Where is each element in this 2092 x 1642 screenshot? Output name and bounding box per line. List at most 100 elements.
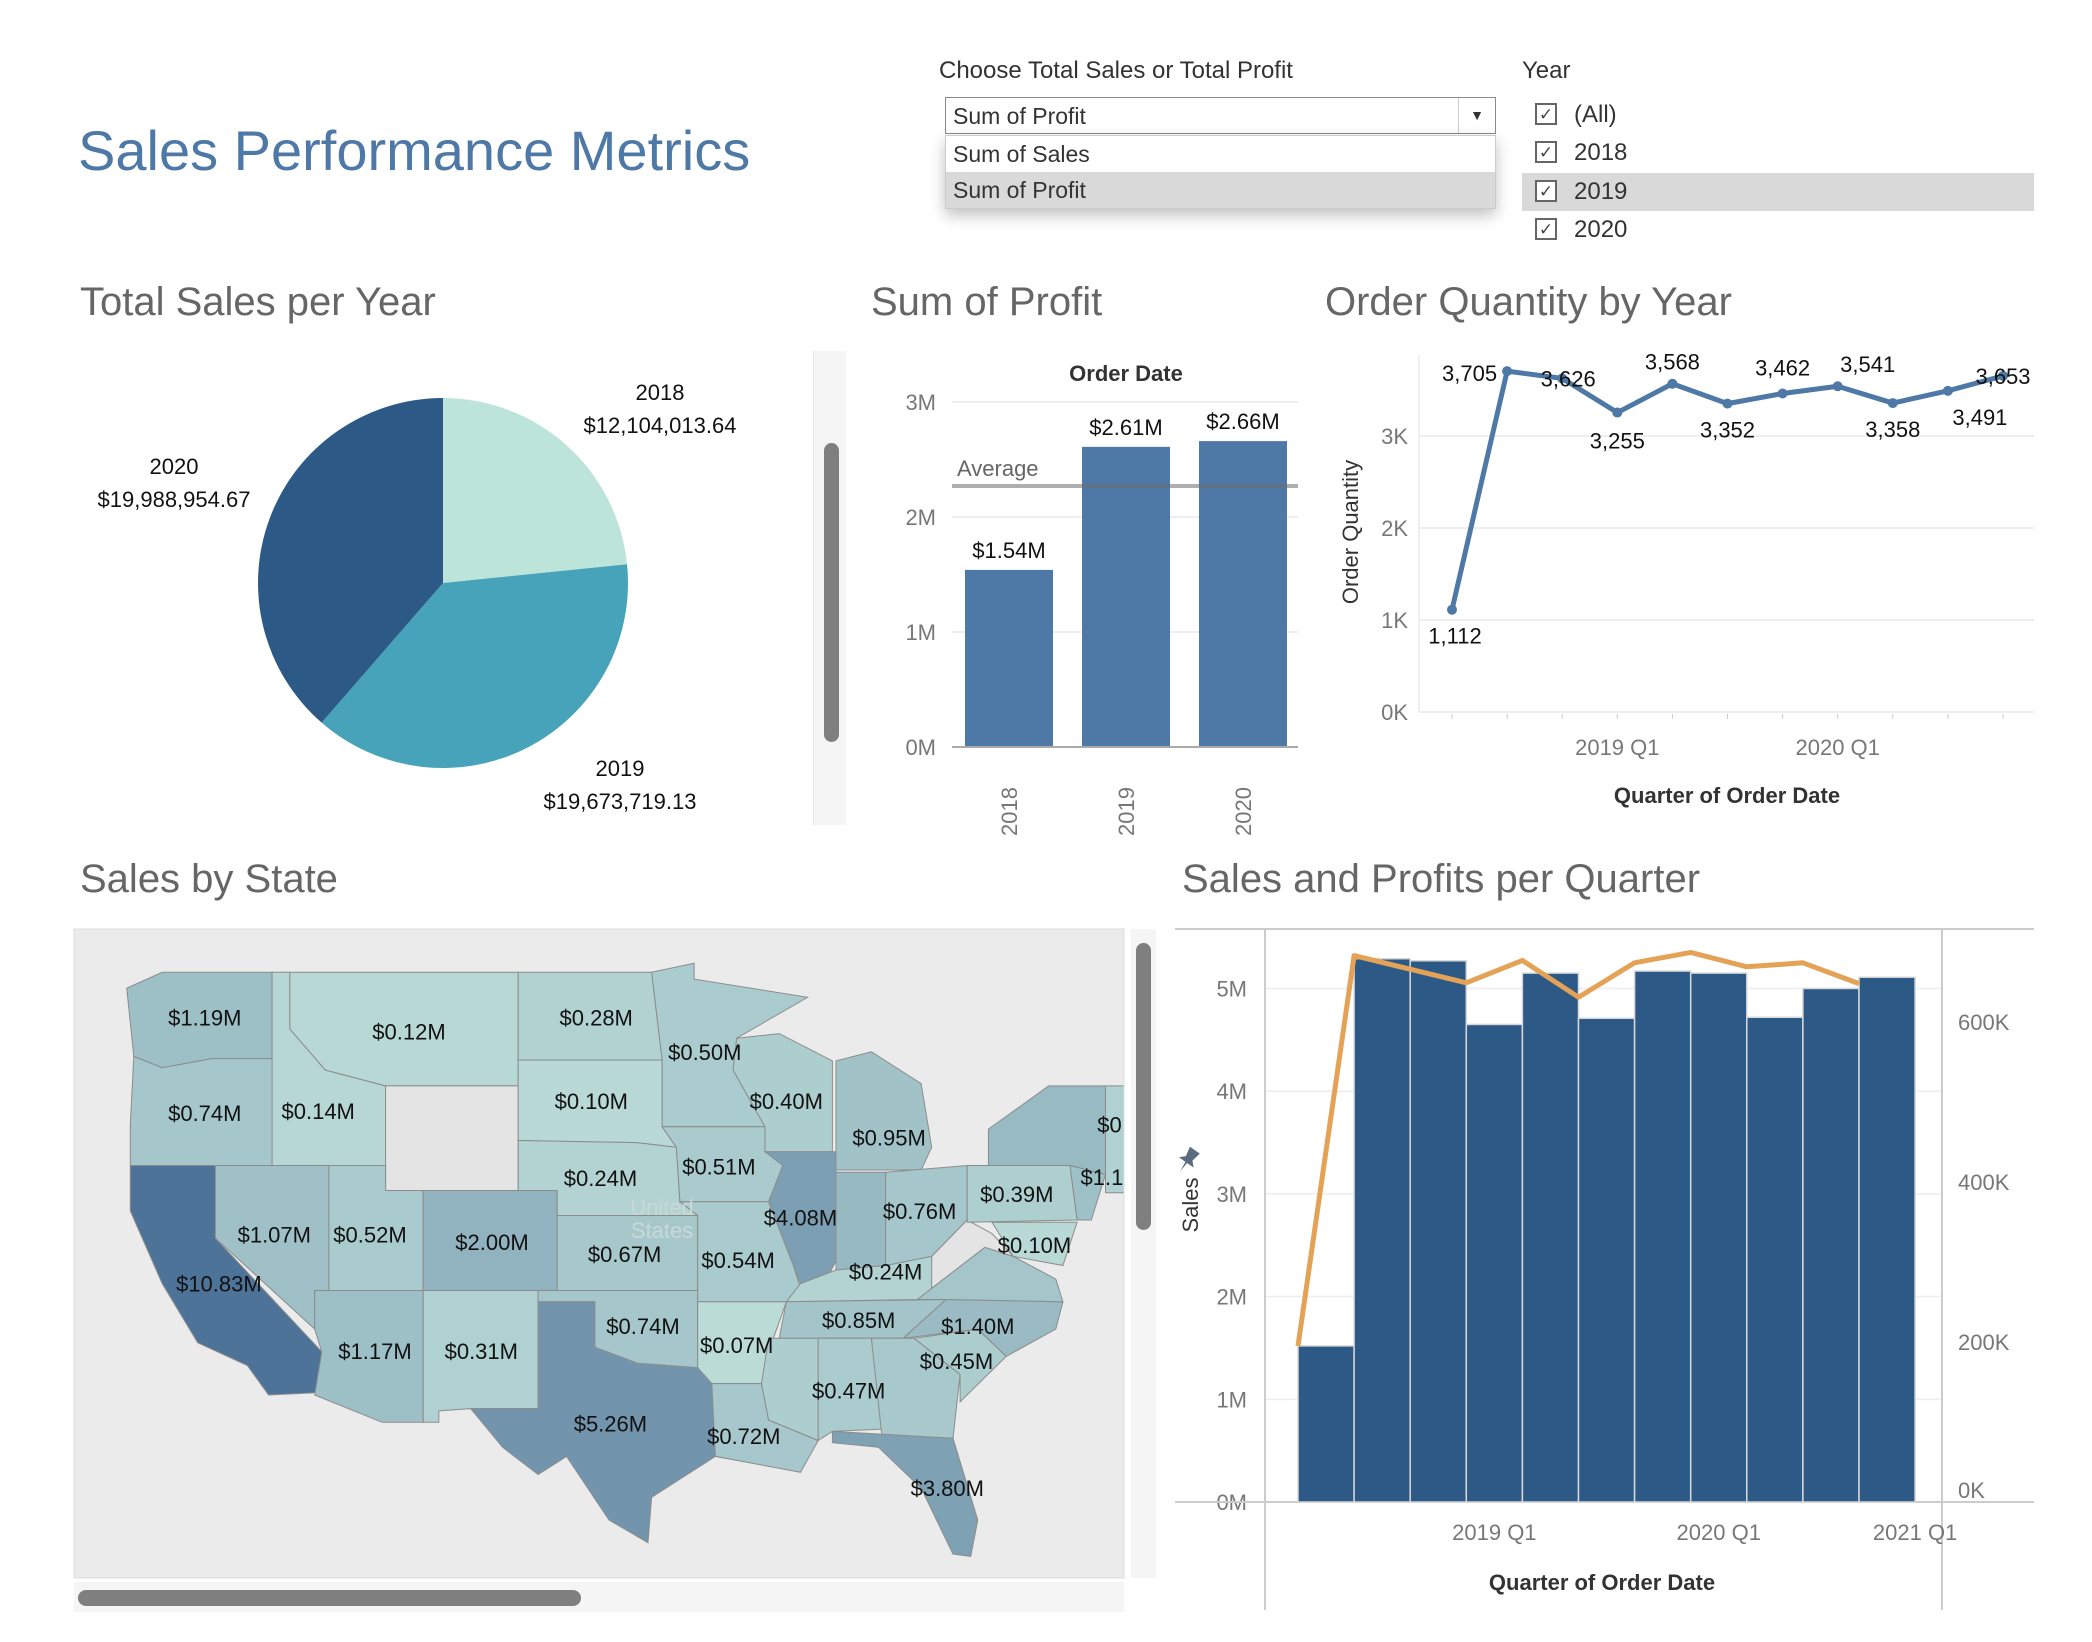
point-value-label: 1,112 xyxy=(1428,624,1481,649)
y-tick-label: 0M xyxy=(905,735,936,760)
combo-chart-title: Sales and Profits per Quarter xyxy=(1182,857,1701,901)
option-sum-of-sales[interactable]: Sum of Sales xyxy=(953,141,1090,167)
checkbox-checked-icon[interactable]: ✓ xyxy=(1535,218,1557,240)
state-sales-label: $0.10M xyxy=(998,1233,1071,1258)
state-shape xyxy=(1069,1164,1107,1221)
point-value-label: 3,568 xyxy=(1645,350,1700,375)
sales-bar-2020-Q4 xyxy=(1858,976,1916,1503)
map-vscroll-thumb[interactable] xyxy=(1136,943,1151,1230)
combo-y-title: Sales xyxy=(1178,1177,1203,1232)
order-quantity-point xyxy=(1667,378,1678,389)
x-tick-label: 2018 xyxy=(997,787,1022,836)
pie-slice-2020 xyxy=(258,398,443,723)
state-sales-label: $1.07M xyxy=(238,1223,311,1248)
profit-scrollbar-thumb[interactable] xyxy=(824,443,839,742)
pie-label-year: 2020 xyxy=(150,454,199,479)
state-sales-label: $0.85M xyxy=(822,1308,895,1333)
state-sales-label: $0.28M xyxy=(560,1006,633,1031)
order-quantity-point xyxy=(1777,388,1788,399)
profit-x-header: Order Date xyxy=(1069,361,1183,386)
pie-label-year: 2018 xyxy=(636,380,685,405)
right-y-tick-label: 600K xyxy=(1958,1010,2010,1035)
state-sales-label: $4.08M xyxy=(764,1206,837,1231)
state-shapes xyxy=(126,962,1124,1557)
measure-dropdown[interactable]: Sum of Profit ▼ xyxy=(945,97,1496,134)
profit-bar-2020 xyxy=(1199,441,1287,747)
map-watermark: United xyxy=(630,1195,694,1220)
right-y-tick-label: 400K xyxy=(1958,1170,2010,1195)
profit-chart-title: Sum of Profit xyxy=(871,280,1103,324)
checkbox-checked-icon[interactable]: ✓ xyxy=(1535,103,1557,125)
left-y-tick-label: 5M xyxy=(1216,977,1247,1002)
sales-bar-2018-Q2 xyxy=(1297,1345,1355,1503)
pie-label-2020: 2020 $19,988,954.67 xyxy=(98,454,251,512)
x-tick-label: 2019 Q1 xyxy=(1452,1520,1536,1545)
x-tick-label: 2020 xyxy=(1231,787,1256,836)
option-sum-of-profit[interactable]: Sum of Profit xyxy=(946,172,1495,208)
sales-bar-2020-Q3 xyxy=(1802,987,1860,1503)
year-filter-item-2018[interactable]: ✓ 2018 xyxy=(1522,134,2034,172)
pie-slice-2019 xyxy=(321,564,628,768)
state-sales-label: $0.51M xyxy=(682,1154,755,1179)
profit-bar-2018 xyxy=(965,569,1053,747)
sales-bar-2018-Q4 xyxy=(1409,960,1468,1503)
map-hscroll-thumb[interactable] xyxy=(78,1590,581,1606)
year-filter-label: Year xyxy=(1522,57,1571,84)
order-quantity-line-chart: 0K 1K 2K 3K 2019 Q1 2020 Q1 1,112 3,705 3,626 3,2… xyxy=(1381,350,2034,760)
order-quantity-point xyxy=(1998,370,2008,381)
sales-bar-2019-Q1 xyxy=(1465,1023,1524,1503)
year-filter-item-all[interactable]: ✓ (All) xyxy=(1522,96,2034,134)
measure-selector-label: Choose Total Sales or Total Profit xyxy=(939,57,1293,84)
bar-value-label: $2.61M xyxy=(1089,415,1162,440)
x-tick-label: 2019 Q1 xyxy=(1575,735,1659,760)
state-sales-label: $10.83M xyxy=(176,1272,262,1297)
year-filter-item-label: 2020 xyxy=(1574,216,1628,243)
y-tick-label: 0K xyxy=(1381,700,1408,725)
map-title: Sales by State xyxy=(80,857,338,901)
state-sales-label: $0.24M xyxy=(849,1259,922,1284)
state-sales-label: $1.40M xyxy=(941,1314,1014,1339)
y-tick-label: 1K xyxy=(1381,608,1408,633)
chevron-down-icon[interactable]: ▼ xyxy=(1458,98,1495,133)
state-sales-label: $1.17M xyxy=(338,1339,411,1364)
pin-icon[interactable] xyxy=(1173,1145,1203,1177)
order-quantity-y-title: Order Quantity xyxy=(1338,460,1363,604)
year-filter-item-2020[interactable]: ✓ 2020 xyxy=(1522,211,2034,249)
state-shape xyxy=(835,1171,887,1271)
left-y-tick-label: 2M xyxy=(1216,1285,1247,1310)
state-sales-label: $1.19M xyxy=(168,1006,241,1031)
order-quantity-point xyxy=(1557,373,1568,384)
state-sales-label: $0.24M xyxy=(564,1166,637,1191)
state-shape xyxy=(760,1337,819,1442)
y-tick-label: 3K xyxy=(1381,424,1408,449)
y-tick-label: 2M xyxy=(905,505,936,530)
state-shape xyxy=(817,1337,883,1442)
order-quantity-point xyxy=(1832,381,1843,392)
checkbox-checked-icon[interactable]: ✓ xyxy=(1535,141,1557,163)
state-sales-label: $0.45M xyxy=(920,1349,993,1374)
state-sales-label: $0.47M xyxy=(812,1379,885,1404)
year-filter-item-2019[interactable]: ✓ 2019 xyxy=(1522,173,2034,211)
point-value-label: 3,705 xyxy=(1442,361,1497,386)
sales-pie-chart xyxy=(258,398,628,768)
state-sales-label: $0.54M xyxy=(701,1248,774,1273)
state-sales-label: $0.14M xyxy=(282,1099,355,1124)
sales-bar-2018-Q3 xyxy=(1353,957,1411,1503)
state-sales-label: $0.07M xyxy=(700,1333,773,1358)
point-value-label: 3,541 xyxy=(1840,352,1895,377)
state-shape xyxy=(835,1051,933,1171)
state-sales-label: $0.10M xyxy=(555,1089,628,1114)
x-tick-label: 2021 Q1 xyxy=(1873,1520,1957,1545)
x-tick-label: 2019 xyxy=(1114,787,1139,836)
checkbox-checked-icon[interactable]: ✓ xyxy=(1535,180,1557,202)
state-shape xyxy=(469,1301,716,1544)
point-value-label: 3,462 xyxy=(1755,355,1810,380)
state-shape xyxy=(991,1221,1078,1267)
pie-label-value: $19,673,719.13 xyxy=(544,789,697,814)
measure-dropdown-value: Sum of Profit xyxy=(953,103,1086,129)
left-y-tick-label: 3M xyxy=(1216,1182,1247,1207)
order-quantity-point xyxy=(1447,604,1457,615)
pie-label-2018: 2018 $12,104,013.64 xyxy=(584,380,737,438)
sales-bar-2020-Q1 xyxy=(1689,972,1748,1503)
